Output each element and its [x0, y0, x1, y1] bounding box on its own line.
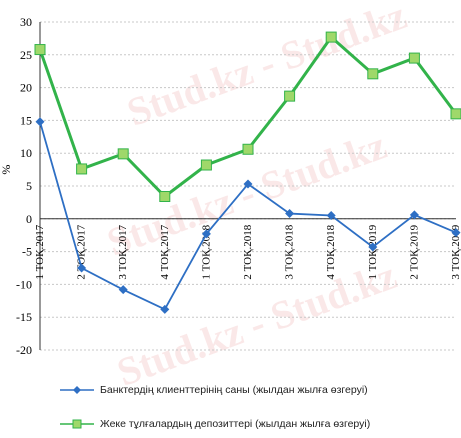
data-point-square	[408, 52, 420, 64]
data-point-diamond	[118, 285, 128, 295]
data-point-diamond	[285, 209, 295, 219]
y-tick-label: -20	[16, 343, 32, 357]
data-point-square	[117, 148, 129, 160]
legend-item-deposits: Жеке тұлғалардың депозиттері (жылдан жыл…	[60, 418, 370, 430]
x-tick-label: 2 ТОҚ.2017	[76, 224, 88, 279]
y-tick-label: 5	[26, 179, 32, 193]
data-point-square	[367, 68, 379, 80]
y-tick-label: -5	[22, 245, 32, 259]
series-line-1	[38, 34, 458, 199]
data-point-diamond	[451, 228, 461, 238]
x-tick-label: 2 ТОҚ.2018	[242, 224, 254, 279]
data-point-diamond	[368, 242, 378, 252]
y-axis-label: %	[0, 165, 13, 175]
data-point-diamond	[243, 179, 253, 189]
legend-label-deposits: Жеке тұлғалардың депозиттері (жылдан жыл…	[100, 418, 371, 430]
x-tick-label: 3 ТОҚ.2019	[450, 224, 461, 279]
y-tick-label: -10	[16, 277, 32, 291]
y-tick-label: 30	[20, 15, 32, 29]
data-point-square	[76, 163, 88, 175]
y-tick-label: 10	[20, 146, 32, 160]
y-tick-label: 20	[20, 81, 32, 95]
data-point-square	[159, 190, 171, 202]
data-point-square	[325, 31, 337, 43]
data-point-square	[450, 108, 461, 120]
data-point-diamond	[409, 210, 419, 220]
data-point-diamond	[35, 117, 45, 127]
legend-item-clients: Банктердің клиенттерінің саны (жылдан жы…	[60, 384, 368, 396]
x-tick-label: 3 ТОҚ.2017	[117, 224, 129, 279]
legend-marker-square	[60, 419, 94, 429]
data-point-square	[34, 44, 46, 56]
y-tick-label: -15	[16, 310, 32, 324]
x-tick-label: 1 ТОҚ.2017	[34, 224, 46, 279]
x-tick-label: 3 ТОҚ.2018	[284, 224, 296, 279]
data-point-square	[284, 90, 296, 102]
y-tick-label: 15	[20, 113, 32, 127]
data-point-diamond	[326, 211, 336, 221]
x-tick-label: 4 ТОҚ.2018	[325, 224, 337, 279]
data-point-diamond	[77, 263, 87, 273]
legend-marker-diamond	[60, 386, 94, 394]
data-point-diamond	[160, 304, 170, 314]
y-tick-label: 25	[20, 48, 32, 62]
data-point-square	[200, 159, 212, 171]
x-tick-label: 1 ТОҚ.2019	[367, 224, 379, 279]
x-tick-label: 4 ТОҚ.2017	[159, 224, 171, 279]
y-tick-label: 0	[26, 212, 32, 226]
data-point-diamond	[201, 229, 211, 239]
data-point-square	[242, 143, 254, 155]
legend-label-clients: Банктердің клиенттерінің саны (жылдан жы…	[100, 384, 368, 396]
x-tick-label: 2 ТОҚ.2019	[408, 224, 420, 279]
line-chart: -20 -15 -10 -5 0 5 10 15 20 25 30% 1 ТОҚ.2017 2 ТОҚ.…	[0, 15, 461, 357]
